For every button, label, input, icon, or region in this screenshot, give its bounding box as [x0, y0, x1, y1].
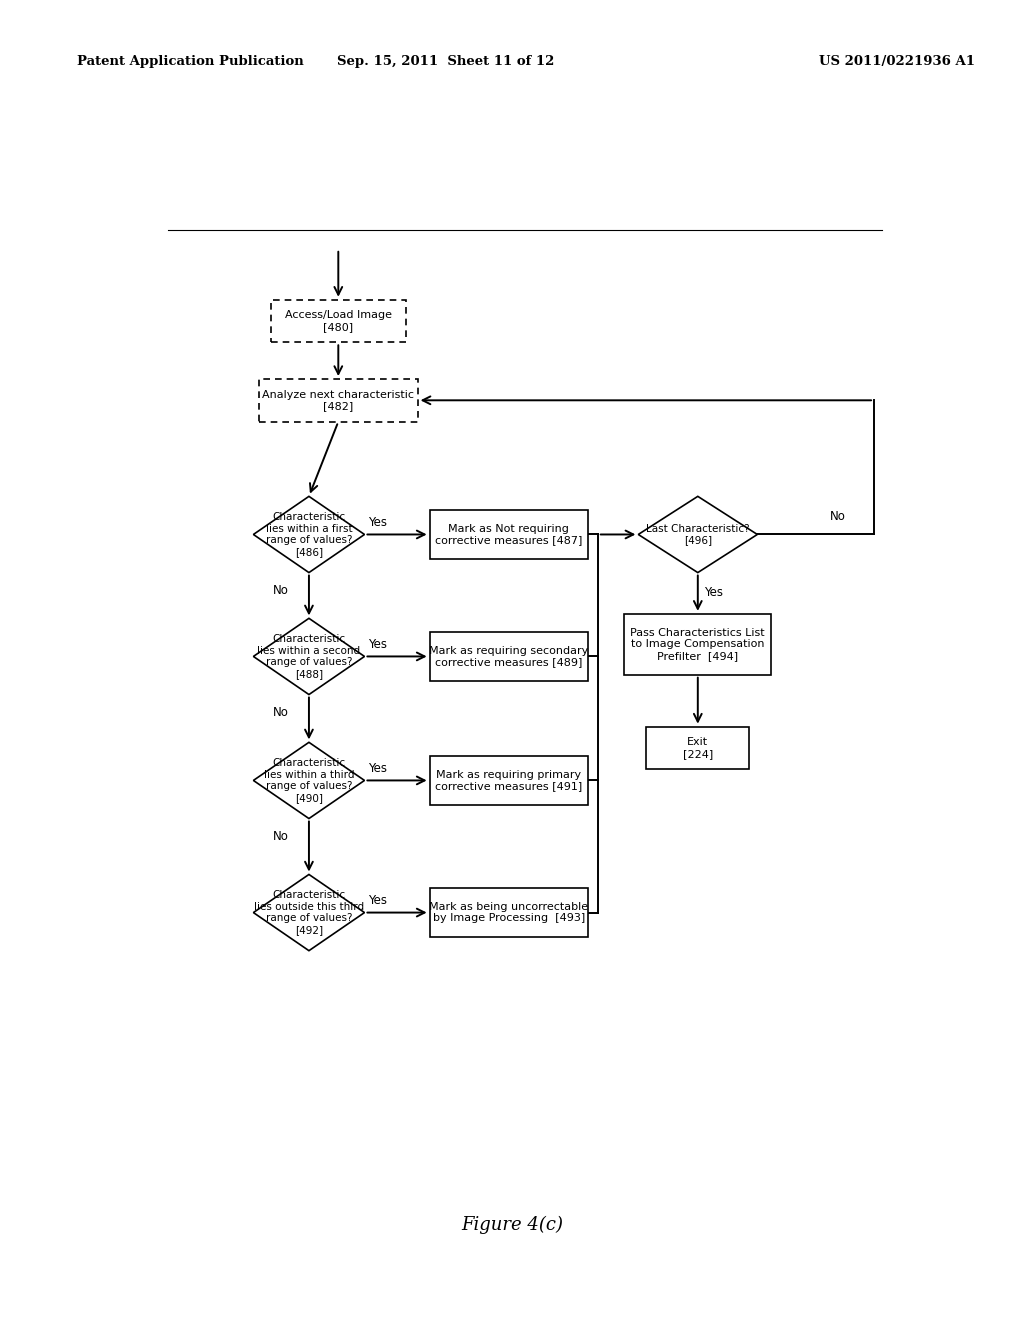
- FancyBboxPatch shape: [270, 300, 406, 342]
- Polygon shape: [638, 496, 758, 573]
- Text: Characteristic
lies within a first
range of values?
[486]: Characteristic lies within a first range…: [265, 512, 352, 557]
- Text: Mark as being uncorrectable
by Image Processing  [493]: Mark as being uncorrectable by Image Pro…: [429, 902, 589, 924]
- Text: Yes: Yes: [369, 638, 387, 651]
- Text: Pass Characteristics List
to Image Compensation
Prefilter  [494]: Pass Characteristics List to Image Compe…: [631, 627, 765, 661]
- Text: Patent Application Publication: Patent Application Publication: [77, 55, 303, 69]
- Text: Characteristic
lies within a second
range of values?
[488]: Characteristic lies within a second rang…: [257, 634, 360, 678]
- Polygon shape: [253, 496, 365, 573]
- Text: US 2011/0221936 A1: US 2011/0221936 A1: [819, 55, 975, 69]
- Text: Yes: Yes: [705, 586, 723, 599]
- Polygon shape: [253, 742, 365, 818]
- Text: Analyze next characteristic
[482]: Analyze next characteristic [482]: [262, 389, 415, 411]
- Text: Figure 4(c): Figure 4(c): [461, 1216, 563, 1234]
- Text: No: No: [273, 706, 289, 719]
- Text: Characteristic
lies outside this third
range of values?
[492]: Characteristic lies outside this third r…: [254, 890, 364, 935]
- Text: Mark as Not requiring
corrective measures [487]: Mark as Not requiring corrective measure…: [435, 524, 583, 545]
- Text: Mark as requiring secondary
corrective measures [489]: Mark as requiring secondary corrective m…: [429, 645, 589, 667]
- FancyBboxPatch shape: [430, 756, 588, 805]
- FancyBboxPatch shape: [625, 614, 771, 675]
- FancyBboxPatch shape: [430, 632, 588, 681]
- Text: Characteristic
lies within a third
range of values?
[490]: Characteristic lies within a third range…: [264, 758, 354, 803]
- Text: Yes: Yes: [369, 516, 387, 529]
- Text: No: No: [273, 830, 289, 843]
- Text: No: No: [273, 585, 289, 598]
- Text: Sep. 15, 2011  Sheet 11 of 12: Sep. 15, 2011 Sheet 11 of 12: [337, 55, 554, 69]
- FancyBboxPatch shape: [259, 379, 418, 421]
- Polygon shape: [253, 618, 365, 694]
- Text: Yes: Yes: [369, 894, 387, 907]
- Text: Last Characteristic?
[496]: Last Characteristic? [496]: [646, 524, 750, 545]
- FancyBboxPatch shape: [646, 726, 750, 770]
- Polygon shape: [253, 874, 365, 950]
- Text: Exit
[224]: Exit [224]: [683, 737, 713, 759]
- Text: Access/Load Image
[480]: Access/Load Image [480]: [285, 310, 392, 331]
- Text: No: No: [830, 510, 846, 523]
- Text: Yes: Yes: [369, 762, 387, 775]
- Text: Mark as requiring primary
corrective measures [491]: Mark as requiring primary corrective mea…: [435, 770, 583, 791]
- FancyBboxPatch shape: [430, 888, 588, 937]
- FancyBboxPatch shape: [430, 510, 588, 558]
